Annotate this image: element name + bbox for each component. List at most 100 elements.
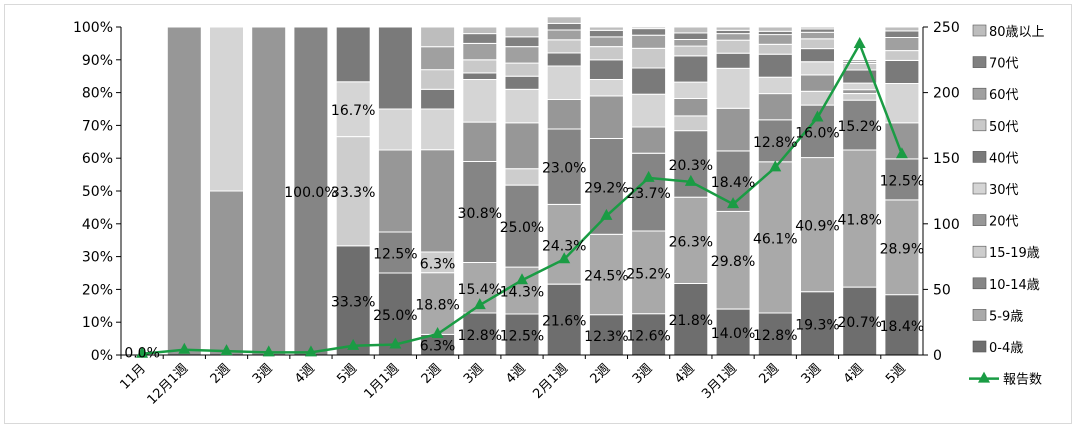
bar-segment bbox=[546, 22, 582, 31]
data-label: 18.8% bbox=[415, 298, 459, 314]
x-tick-label: 2週 bbox=[419, 361, 445, 387]
right-tick-label: 250 bbox=[933, 20, 960, 36]
data-label: 14.0% bbox=[711, 326, 755, 342]
bar-segment bbox=[884, 158, 920, 201]
bar-layer bbox=[166, 16, 920, 356]
left-tick-label: 40% bbox=[82, 217, 113, 233]
bar-segment bbox=[504, 75, 540, 90]
bar-segment bbox=[631, 34, 667, 49]
bar-segment bbox=[884, 30, 920, 38]
bar-segment bbox=[504, 36, 540, 48]
bar-segment bbox=[420, 272, 456, 335]
report-count-point bbox=[727, 197, 740, 209]
data-label: 46.1% bbox=[753, 231, 797, 247]
data-label: 41.8% bbox=[837, 213, 881, 229]
report-count-point bbox=[347, 338, 360, 350]
data-label: 12.5% bbox=[373, 247, 417, 263]
bar-segment bbox=[588, 59, 624, 80]
legend-swatch bbox=[972, 56, 987, 68]
bar-segment bbox=[546, 65, 582, 100]
line-layer bbox=[136, 37, 908, 358]
data-label: 40.9% bbox=[795, 219, 839, 235]
bar-segment bbox=[462, 26, 498, 35]
bar-segment bbox=[884, 50, 920, 61]
legend-label: 5-9歳 bbox=[989, 309, 1023, 324]
data-label: 28.9% bbox=[880, 241, 924, 257]
legend: 80歳以上 70代 60代 50代 40代 30代 20代 15-19歳 10-14歳 5-9歳 0… bbox=[969, 24, 1045, 388]
bar-segment bbox=[715, 33, 751, 41]
bar-segment bbox=[757, 93, 793, 121]
bar-segment bbox=[757, 161, 793, 314]
data-label: 15.2% bbox=[837, 119, 881, 135]
x-tick-label: 3週 bbox=[250, 361, 276, 387]
bar-segment bbox=[377, 108, 413, 151]
report-count-point bbox=[136, 346, 149, 358]
data-label: 16.7% bbox=[331, 103, 375, 119]
data-label: 30.8% bbox=[458, 206, 502, 222]
data-label: 21.8% bbox=[669, 313, 713, 329]
left-tick-label: 0% bbox=[91, 348, 113, 364]
report-count-point bbox=[262, 345, 275, 357]
x-tick-label: 4週 bbox=[672, 361, 698, 387]
x-tick-label: 3月1週 bbox=[699, 361, 740, 402]
report-count-point bbox=[220, 344, 233, 356]
x-tick-label: 4週 bbox=[292, 361, 318, 387]
legend-label: 0-4歳 bbox=[989, 341, 1023, 356]
data-label: 100.0% bbox=[284, 185, 337, 201]
bar-segment bbox=[209, 26, 244, 192]
report-count-point bbox=[853, 37, 866, 49]
legend-label: 10-14歳 bbox=[989, 278, 1040, 293]
data-label: 0.0% bbox=[124, 346, 160, 362]
data-label: 18.4% bbox=[711, 175, 755, 191]
right-tick-label: 0 bbox=[933, 348, 942, 364]
legend-swatch bbox=[972, 309, 987, 321]
data-label: 19.3% bbox=[795, 317, 839, 333]
legend-swatch bbox=[972, 277, 987, 290]
bar-segment bbox=[757, 34, 793, 45]
bar-segment bbox=[800, 31, 835, 40]
bar-segment bbox=[377, 231, 413, 274]
left-tick-label: 80% bbox=[82, 86, 113, 102]
data-label: 12.3% bbox=[584, 329, 628, 345]
data-label: 12.8% bbox=[458, 328, 502, 344]
bar-segment bbox=[673, 32, 709, 40]
legend-label: 20代 bbox=[989, 215, 1019, 230]
bar-segment bbox=[546, 29, 582, 41]
bar-segment bbox=[884, 26, 920, 32]
left-tick-label: 100% bbox=[73, 20, 113, 36]
bar-segment bbox=[673, 98, 709, 117]
bar-segment bbox=[588, 26, 624, 31]
data-label: 6.3% bbox=[420, 256, 456, 272]
bar-segment bbox=[504, 62, 540, 77]
bar-segment bbox=[800, 74, 835, 92]
x-tick-label: 5週 bbox=[334, 361, 360, 387]
bar-segment bbox=[546, 128, 582, 205]
left-tick-label: 90% bbox=[82, 53, 113, 69]
bar-segment bbox=[800, 157, 835, 293]
bar-segment bbox=[504, 26, 540, 38]
data-label: 15.4% bbox=[458, 282, 502, 298]
x-tick-label: 2週 bbox=[588, 361, 614, 387]
bar-segment bbox=[715, 67, 751, 109]
report-count-point bbox=[178, 342, 191, 354]
bar-segment bbox=[884, 37, 920, 52]
x-tick-label: 2週 bbox=[756, 361, 782, 387]
legend-swatch bbox=[972, 214, 987, 226]
bar-segment bbox=[420, 149, 456, 253]
x-tick-label: 4週 bbox=[841, 361, 867, 387]
bar-segment bbox=[546, 52, 582, 67]
bar-segment bbox=[504, 168, 540, 186]
right-tick-label: 50 bbox=[933, 282, 951, 298]
bar-segment bbox=[757, 26, 793, 32]
report-count-point bbox=[473, 298, 486, 310]
bar-segment bbox=[673, 55, 709, 83]
bar-segment bbox=[588, 46, 624, 61]
bar-segment bbox=[631, 230, 667, 315]
bar-segment bbox=[800, 61, 835, 76]
left-tick-label: 70% bbox=[82, 118, 113, 134]
report-count-point bbox=[431, 327, 444, 339]
bar-segment bbox=[715, 308, 751, 356]
x-tick-label: 5週 bbox=[883, 361, 909, 387]
bar-segment bbox=[588, 95, 624, 139]
bar-segment bbox=[504, 46, 540, 64]
